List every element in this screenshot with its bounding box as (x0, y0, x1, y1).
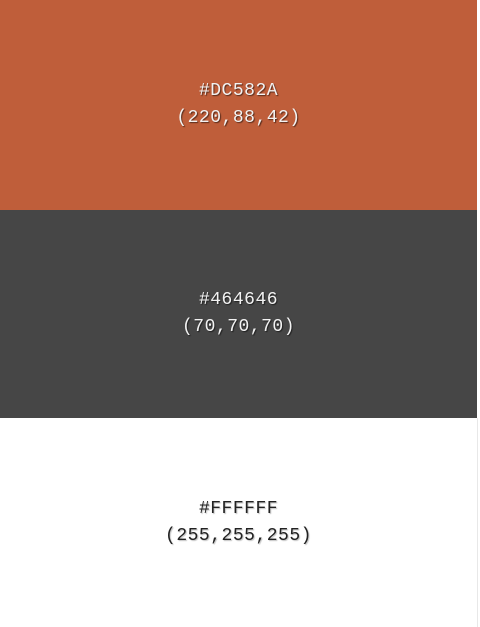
swatch-2-rgb: (70,70,70) (181, 317, 296, 337)
swatch-1-hex: #DC582A (198, 81, 279, 101)
swatch-2: #464646 (70,70,70) (0, 210, 477, 418)
swatch-1: #DC582A (220,88,42) (0, 0, 477, 210)
swatch-3-hex: #FFFFFF (198, 498, 279, 519)
swatch-1-rgb: (220,88,42) (176, 108, 301, 128)
swatch-3-rgb: (255,255,255) (165, 525, 312, 546)
swatch-2-hex: #464646 (198, 290, 279, 310)
swatch-3: #FFFFFF (255,255,255) (0, 418, 478, 627)
